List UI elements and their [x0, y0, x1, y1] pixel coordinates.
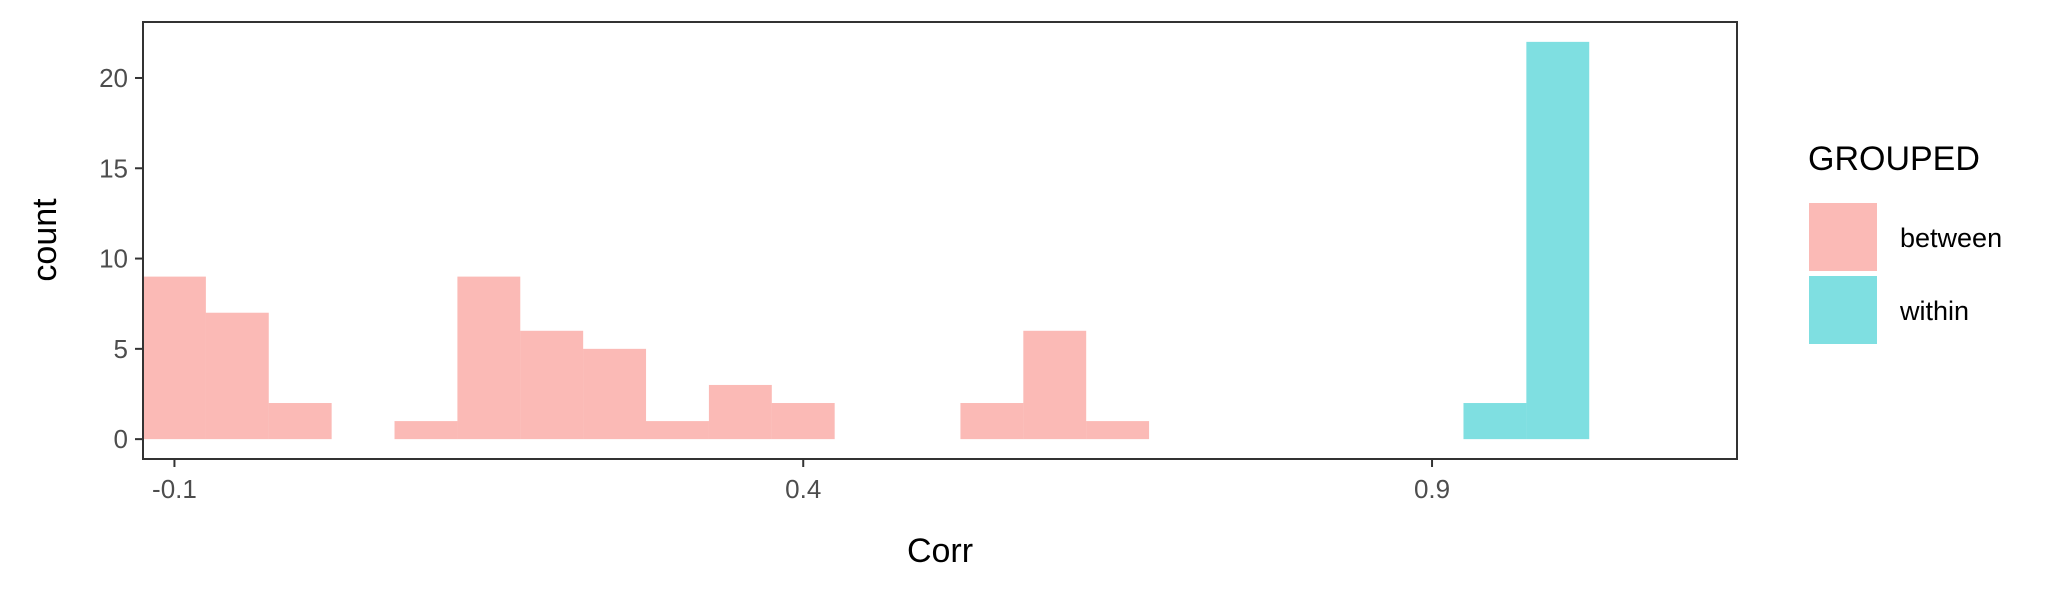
- bar-within: [1463, 403, 1527, 440]
- y-axis: 0 5 10 15 20: [99, 63, 143, 454]
- x-tick-label: -0.1: [152, 474, 197, 504]
- x-tick-label: 0.4: [785, 474, 821, 504]
- legend-key-between: [1809, 203, 1877, 271]
- bar-between: [394, 421, 458, 440]
- x-axis-title: Corr: [907, 532, 973, 570]
- plot-panel-border: [142, 21, 1738, 460]
- bar-between: [143, 276, 206, 440]
- bar-within: [1526, 41, 1590, 440]
- bar-between: [583, 348, 647, 440]
- legend-label-within: within: [1899, 296, 1969, 326]
- bar-between: [960, 403, 1024, 440]
- y-tick-label: 0: [114, 424, 128, 454]
- bar-between: [205, 312, 269, 440]
- y-tick-label: 10: [99, 244, 128, 274]
- bar-between: [1086, 421, 1150, 440]
- bar-between: [457, 276, 521, 440]
- bar-between: [646, 421, 709, 440]
- bar-between: [268, 403, 332, 440]
- bar-between: [1023, 330, 1087, 440]
- bar-between: [708, 384, 772, 440]
- legend: GROUPED between within: [1808, 140, 2002, 344]
- legend-key-within: [1809, 276, 1877, 344]
- legend-title: GROUPED: [1808, 140, 1980, 178]
- y-tick-label: 5: [114, 334, 128, 364]
- bar-between: [771, 403, 835, 440]
- legend-label-between: between: [1900, 223, 2002, 253]
- x-axis: -0.1 0.4 0.9: [152, 459, 1450, 504]
- y-tick-label: 20: [99, 63, 128, 93]
- bars-group: [143, 41, 1590, 440]
- x-tick-label: 0.9: [1414, 474, 1450, 504]
- bar-between: [520, 330, 584, 440]
- y-tick-label: 15: [99, 153, 128, 183]
- y-axis-title: count: [26, 198, 64, 282]
